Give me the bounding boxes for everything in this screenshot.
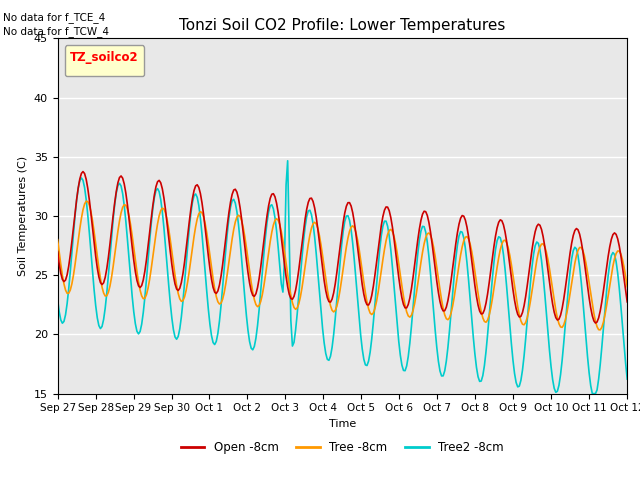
Text: No data for f_TCE_4: No data for f_TCE_4 xyxy=(3,12,106,23)
Y-axis label: Soil Temperatures (C): Soil Temperatures (C) xyxy=(18,156,28,276)
Legend: Open -8cm, Tree -8cm, Tree2 -8cm: Open -8cm, Tree -8cm, Tree2 -8cm xyxy=(176,436,509,459)
Title: Tonzi Soil CO2 Profile: Lower Temperatures: Tonzi Soil CO2 Profile: Lower Temperatur… xyxy=(179,18,506,33)
X-axis label: Time: Time xyxy=(329,419,356,429)
Text: No data for f_TCW_4: No data for f_TCW_4 xyxy=(3,26,109,37)
